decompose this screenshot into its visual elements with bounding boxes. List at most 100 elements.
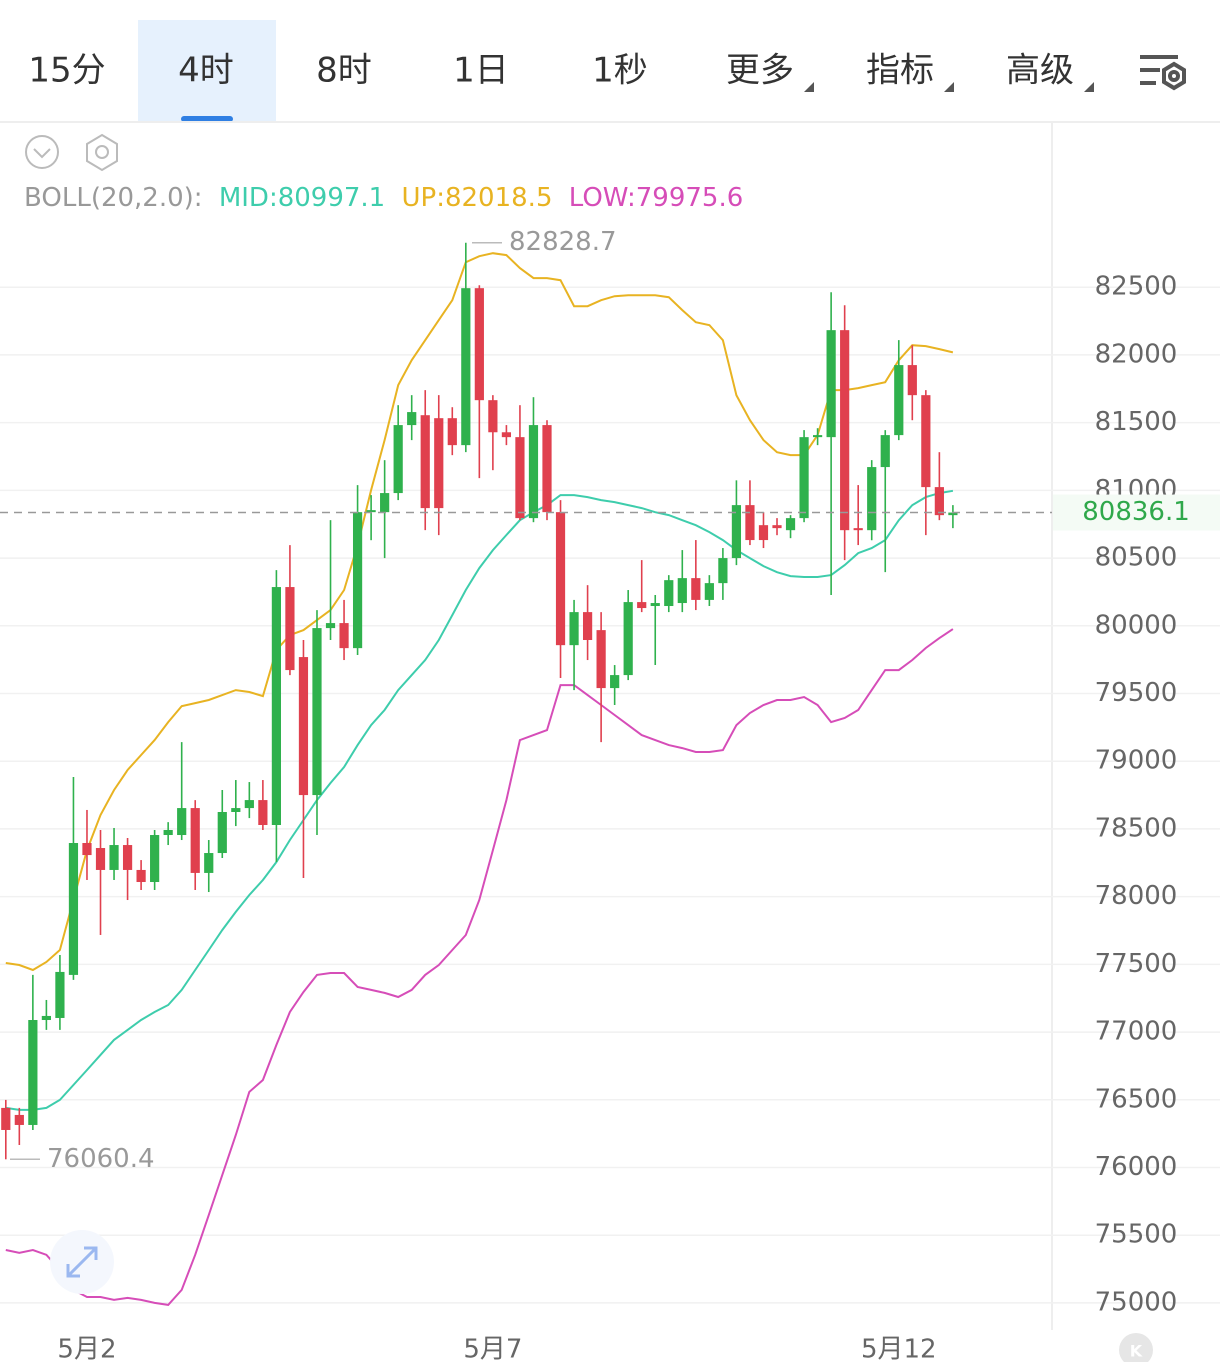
candle-body: [569, 612, 579, 646]
candle-body: [637, 602, 647, 609]
candle-body: [339, 623, 349, 649]
candle-body: [677, 578, 687, 604]
y-tick-label: 82000: [1095, 339, 1178, 369]
y-tick-label: 75500: [1095, 1220, 1178, 1250]
candle-body: [515, 437, 525, 519]
tab-bar: 15分 4时 8时 1日 1秒 更多 指标 高级: [28, 51, 1074, 91]
tab[interactable]: 1日: [453, 51, 509, 91]
candle-body: [785, 518, 796, 531]
candle-body: [150, 835, 160, 883]
y-tick-label: 76500: [1095, 1084, 1178, 1114]
candle-body: [325, 623, 336, 629]
candle-body: [244, 800, 254, 809]
candle-body: [718, 558, 728, 584]
candle-body: [1, 1107, 11, 1130]
y-tick-label: 78000: [1095, 881, 1178, 911]
candle-body: [271, 587, 281, 825]
tab[interactable]: 4时: [178, 51, 234, 91]
dropdown-caret: [944, 82, 954, 92]
y-tick-label: 79500: [1095, 678, 1178, 708]
candle-body: [528, 425, 539, 519]
low-label: 76060.4: [47, 1144, 155, 1174]
candle-body: [758, 525, 769, 541]
expand-icon[interactable]: [50, 1230, 114, 1294]
legend-entry: LOW:79975.6: [569, 183, 743, 213]
candle-body: [122, 845, 133, 870]
candle-body: [664, 580, 674, 607]
y-tick-label: 76000: [1095, 1152, 1178, 1182]
y-tick-label: 80500: [1095, 543, 1178, 573]
tab[interactable]: 8时: [316, 51, 372, 91]
candle-body: [772, 525, 782, 529]
candle-body: [461, 288, 471, 446]
candle-body: [380, 493, 390, 513]
last-price-label: 80836.1: [1082, 497, 1190, 527]
candle-body: [217, 811, 227, 854]
x-tick-label: 5月12: [861, 1335, 937, 1362]
tab[interactable]: 高级: [1006, 51, 1074, 91]
candle-body: [894, 365, 904, 436]
collapse-icon[interactable]: [25, 135, 59, 169]
candle-body: [921, 395, 931, 488]
candle-body: [41, 1015, 51, 1021]
y-tick-label: 79000: [1095, 746, 1178, 776]
candle-body: [623, 602, 633, 676]
candle-body: [650, 603, 660, 607]
candle-body: [596, 630, 606, 689]
candle-body: [704, 583, 714, 600]
legend-entry: MID:80997.1: [219, 183, 385, 213]
candle-body: [542, 425, 552, 513]
candle-body: [691, 578, 701, 600]
y-tick-label: 82500: [1095, 272, 1178, 302]
candle-body: [555, 512, 566, 646]
settings-icon[interactable]: [1140, 55, 1186, 91]
indicator-legend: BOLL(20,2.0): MID:80997.1 UP:82018.5 LOW…: [24, 183, 743, 213]
tab[interactable]: 15分: [28, 51, 105, 91]
x-tick-label: 5月2: [57, 1335, 116, 1362]
candle-body: [204, 853, 214, 873]
indicator-label: BOLL(20,2.0):: [24, 183, 203, 213]
y-tick-label: 80000: [1095, 610, 1178, 640]
candle-body: [934, 487, 944, 516]
candle-body: [298, 657, 309, 796]
y-tick-label: 77000: [1095, 1017, 1178, 1047]
x-tick-label: 5月7: [463, 1335, 522, 1362]
candle-body: [420, 415, 430, 509]
last-price-box: [1053, 494, 1220, 531]
candle-body: [880, 435, 890, 468]
candle-body: [582, 612, 593, 641]
candle-body: [28, 1020, 38, 1125]
candle-body: [745, 505, 755, 541]
band-line: [5, 628, 954, 1306]
candle-body: [840, 330, 850, 531]
selected-tab-bg: [138, 20, 276, 122]
dropdown-caret: [804, 82, 814, 92]
candle-body: [447, 418, 457, 446]
candle-body: [312, 628, 322, 796]
candle-body: [853, 528, 863, 531]
tab[interactable]: 指标: [866, 51, 934, 91]
high-label: 82828.7: [509, 227, 617, 257]
hex-icon[interactable]: [86, 133, 118, 172]
candle-body: [867, 467, 877, 531]
candle-body: [163, 830, 173, 836]
selected-tab-underline: [181, 116, 233, 122]
candle-body: [826, 330, 836, 438]
candle-body: [434, 418, 444, 509]
y-tick-label: 77500: [1095, 949, 1178, 979]
tab[interactable]: 1秒: [592, 51, 648, 91]
k-icon[interactable]: [1119, 1333, 1153, 1362]
candle-body: [190, 808, 200, 873]
candle-body: [907, 365, 917, 396]
candle-body: [136, 869, 146, 883]
y-tick-label: 78500: [1095, 813, 1178, 843]
y-tick-label: 75000: [1095, 1287, 1178, 1317]
candle-body: [501, 432, 512, 438]
candle-body: [799, 437, 809, 519]
tab[interactable]: 更多: [726, 51, 794, 91]
band-line: [5, 489, 954, 1111]
candle-body: [109, 845, 119, 870]
candle-body: [393, 425, 403, 494]
candle-body: [731, 505, 742, 559]
